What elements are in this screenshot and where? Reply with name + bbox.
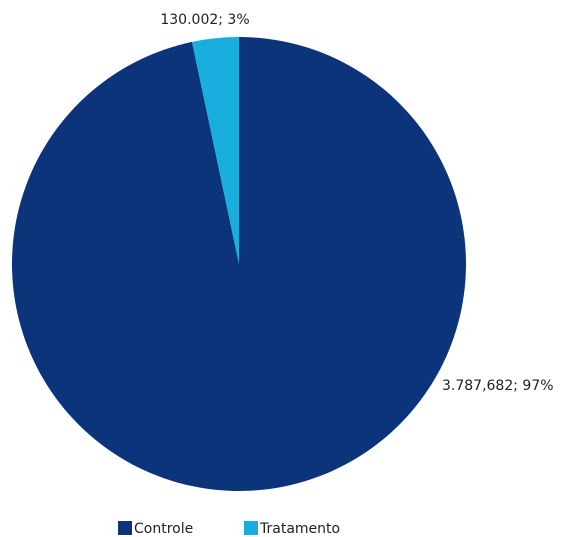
legend-swatch	[118, 521, 132, 535]
pie-slice	[192, 37, 239, 264]
legend-label: Controle	[134, 521, 193, 537]
data-label: 3.787,682; 97%	[442, 378, 554, 394]
data-label: 130.002; 3%	[160, 12, 249, 28]
legend-swatch	[244, 521, 258, 535]
pie-slice	[11, 37, 466, 492]
legend-label: Tratamento	[259, 521, 340, 537]
